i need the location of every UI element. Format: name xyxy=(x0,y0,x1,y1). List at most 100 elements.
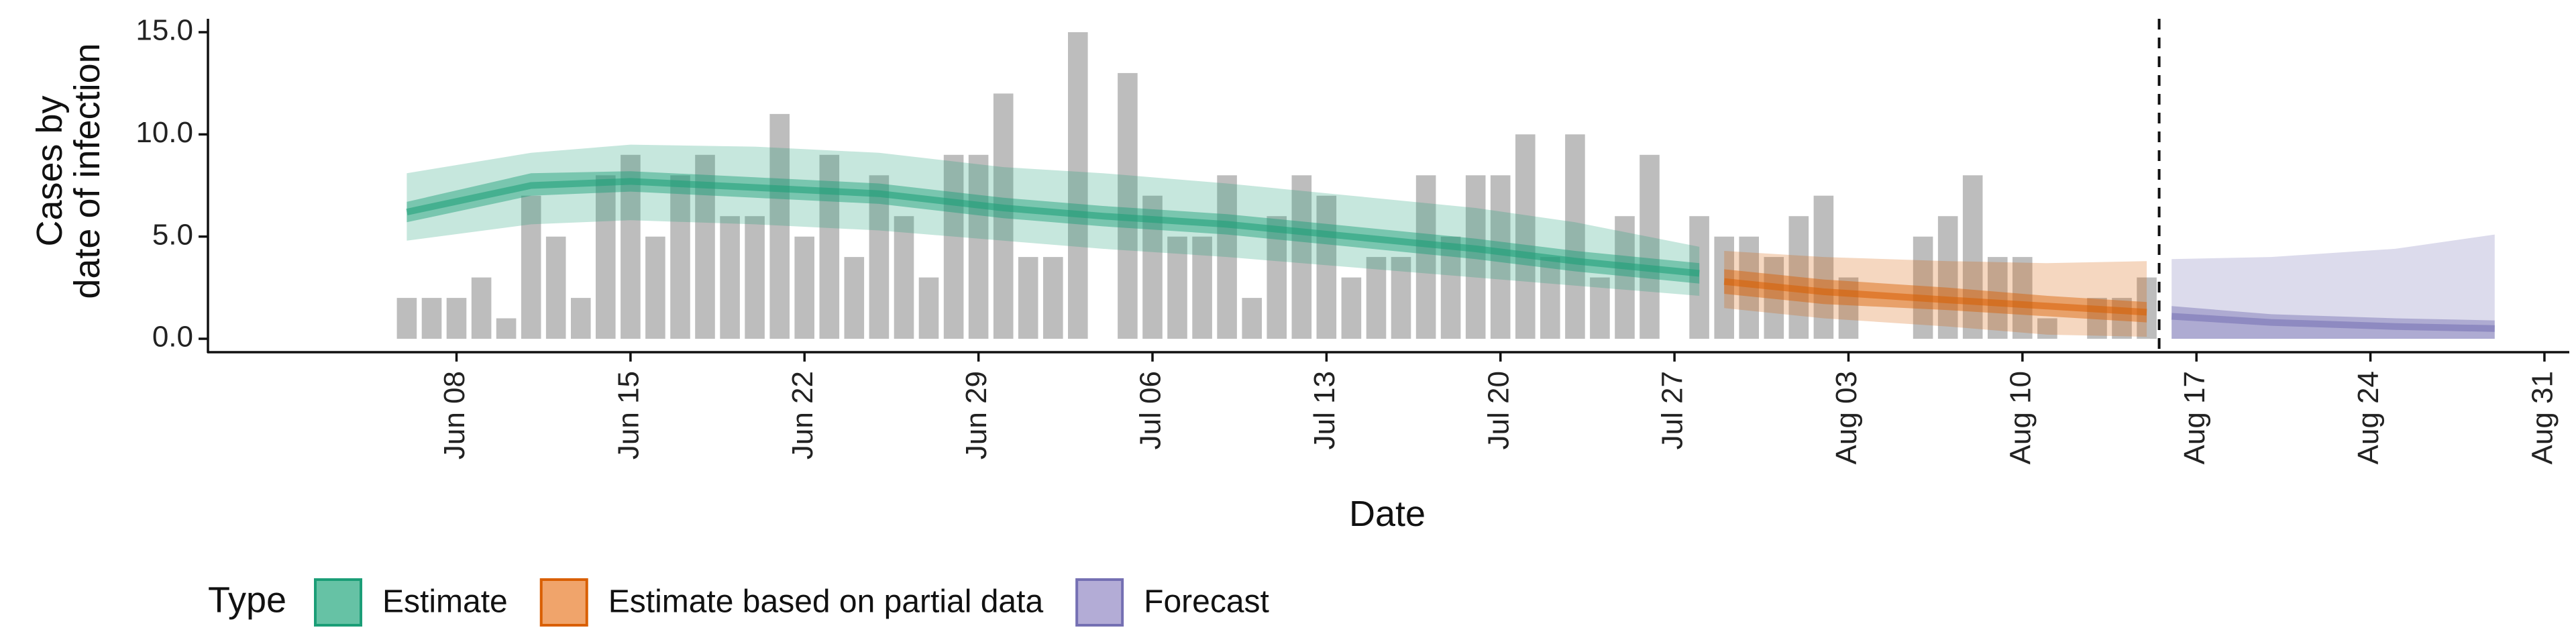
legend-items: Estimate Estimate based on partial data Fo… xyxy=(314,578,1269,627)
bar-2020-06-10 xyxy=(496,318,517,339)
bar-2020-06-23 xyxy=(819,154,840,339)
x-tick-label: Jun 22 xyxy=(786,371,819,460)
bar-2020-06-30 xyxy=(993,93,1014,339)
estimate-bands xyxy=(406,144,2495,339)
bar-2020-07-19 xyxy=(1465,175,1486,339)
x-tick-label: Aug 17 xyxy=(2178,371,2211,464)
outer-band-estimate xyxy=(407,144,1700,296)
bar-2020-06-27 xyxy=(918,277,939,339)
y-tick-label: 15.0 xyxy=(136,14,193,47)
legend-key-estimate xyxy=(314,578,362,627)
bar-2020-07-26 xyxy=(1640,154,1660,339)
bar-2020-07-09 xyxy=(1217,175,1237,339)
x-tick-label: Aug 10 xyxy=(2004,371,2037,464)
median-estimate xyxy=(406,178,1700,277)
x-tick-label: Jul 27 xyxy=(1656,371,1689,449)
y-tick-label: 5.0 xyxy=(152,218,193,251)
bar-2020-07-03 xyxy=(1068,32,1088,339)
bar-2020-07-28 xyxy=(1689,216,1709,339)
bar-2020-07-15 xyxy=(1366,257,1387,339)
bar-2020-07-07 xyxy=(1167,236,1187,339)
bar-2020-07-13 xyxy=(1316,195,1337,339)
bar-2020-06-19 xyxy=(720,216,740,339)
bar-2020-07-24 xyxy=(1590,277,1610,339)
x-tick-label: Aug 03 xyxy=(1830,371,1863,464)
bar-2020-08-10 xyxy=(2012,257,2033,339)
bar-2020-06-09 xyxy=(471,277,492,339)
legend: Type Estimate Estimate based on partial d… xyxy=(208,578,1269,627)
bar-2020-07-12 xyxy=(1291,175,1312,339)
bar-2020-06-29 xyxy=(968,154,989,339)
bar-2020-06-28 xyxy=(943,154,964,339)
x-tick-label: Aug 24 xyxy=(2352,371,2385,464)
legend-label-forecast: Forecast xyxy=(1144,584,1269,620)
y-tick-label: 0.0 xyxy=(152,321,193,354)
bar-2020-07-16 xyxy=(1391,257,1411,339)
bar-2020-06-13 xyxy=(571,298,591,339)
bar-2020-08-13 xyxy=(2087,298,2107,339)
reported-cases-bars xyxy=(396,32,2157,339)
bar-2020-08-11 xyxy=(2037,318,2057,339)
bar-2020-08-03 xyxy=(1838,277,1859,339)
outer-band-estimate-based-on-partial-data xyxy=(1724,251,2147,337)
bar-2020-08-02 xyxy=(1813,195,1834,339)
bar-2020-07-05 xyxy=(1118,72,1138,339)
outer-band-forecast xyxy=(2171,234,2495,339)
x-tick-label: Jul 06 xyxy=(1134,371,1167,449)
legend-key-forecast xyxy=(1075,578,1124,627)
bar-2020-06-26 xyxy=(894,216,914,339)
bar-2020-06-15 xyxy=(621,154,641,339)
bar-2020-06-24 xyxy=(844,257,865,339)
bar-2020-08-14 xyxy=(2112,298,2132,339)
bar-2020-07-23 xyxy=(1565,134,1585,339)
legend-label-estimate-based-on-partial-data: Estimate based on partial data xyxy=(608,584,1044,620)
bar-2020-06-20 xyxy=(745,216,765,339)
x-tick-label: Jul 20 xyxy=(1482,371,1515,449)
y-axis-title: Cases by date of infection xyxy=(30,43,107,299)
x-axis-title: Date xyxy=(1349,494,1426,534)
bar-2020-06-11 xyxy=(521,195,541,339)
bar-2020-06-07 xyxy=(421,298,442,339)
bar-2020-07-10 xyxy=(1242,298,1262,339)
x-tick-label: Jun 08 xyxy=(438,371,471,460)
bar-2020-06-08 xyxy=(446,298,467,339)
bar-2020-07-21 xyxy=(1515,134,1536,339)
x-tick-label: Jun 15 xyxy=(612,371,645,460)
legend-title: Type xyxy=(208,580,286,620)
bar-2020-08-08 xyxy=(1962,175,1983,339)
legend-key-estimate-based-on-partial-data xyxy=(539,578,588,627)
bar-2020-06-12 xyxy=(545,236,566,339)
bar-2020-08-15 xyxy=(2137,277,2157,339)
y-axis-title-line-1: Cases by xyxy=(30,95,70,246)
axes: 0.0 5.0 10.0 15.0 Jun 08 Jun 15 Jun 22 Jun 29 Ju… xyxy=(136,14,2569,464)
bar-2020-07-29 xyxy=(1714,236,1734,339)
bar-2020-06-06 xyxy=(396,298,417,339)
median-estimate-based-on-partial-data xyxy=(1723,278,2147,316)
x-tick-label: Aug 31 xyxy=(2526,371,2559,464)
bar-2020-07-17 xyxy=(1415,175,1436,339)
bar-2020-07-31 xyxy=(1764,257,1784,339)
bar-2020-06-22 xyxy=(794,236,814,339)
bar-2020-08-06 xyxy=(1913,236,1933,339)
bar-2020-06-14 xyxy=(596,175,616,339)
bar-2020-07-25 xyxy=(1615,216,1635,339)
bar-2020-06-21 xyxy=(769,113,790,339)
bar-2020-08-07 xyxy=(1937,216,1958,339)
bar-2020-07-14 xyxy=(1341,277,1362,339)
bar-2020-07-18 xyxy=(1440,236,1461,339)
bar-2020-08-01 xyxy=(1788,216,1809,339)
bar-2020-06-25 xyxy=(869,175,890,339)
x-tick-label: Jul 13 xyxy=(1308,371,1341,449)
y-tick-label: 10.0 xyxy=(136,116,193,149)
median-forecast xyxy=(2171,313,2495,332)
bar-2020-07-02 xyxy=(1043,257,1063,339)
bar-2020-06-17 xyxy=(670,175,690,339)
bar-2020-07-08 xyxy=(1192,236,1212,339)
bar-2020-07-20 xyxy=(1490,175,1511,339)
bar-2020-07-01 xyxy=(1018,257,1038,339)
bar-2020-07-22 xyxy=(1540,257,1560,339)
bar-2020-08-09 xyxy=(1988,257,2008,339)
y-axis-title-line-2: date of infection xyxy=(67,43,107,299)
